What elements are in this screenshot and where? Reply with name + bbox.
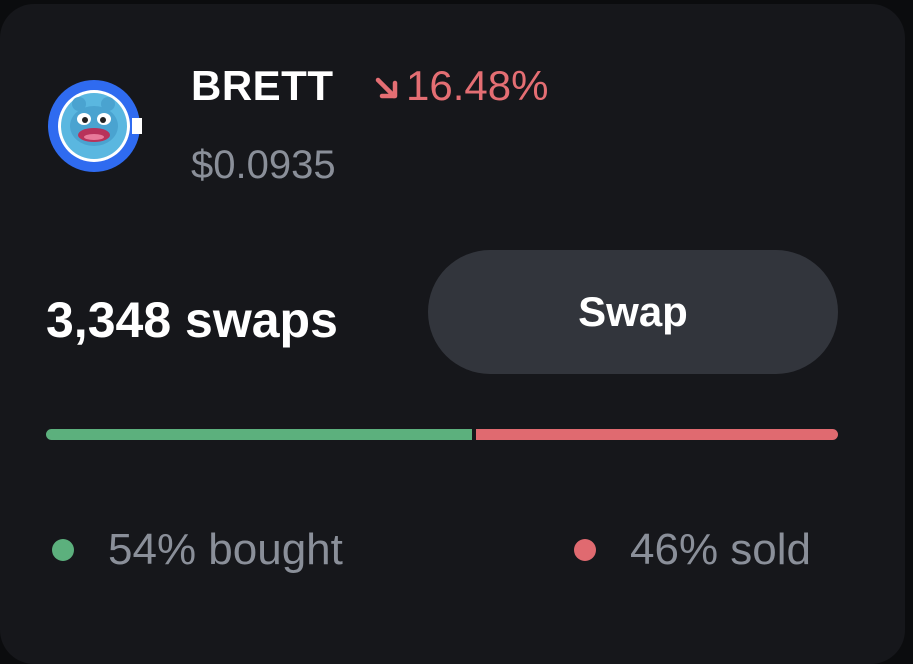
token-price: $0.0935: [191, 143, 336, 187]
arrow-down-right-icon: [375, 77, 398, 99]
price-change-value: 16.48%: [406, 62, 549, 109]
bought-label: 54% bought: [108, 525, 343, 574]
swaps-count: 3,348 swaps: [46, 292, 338, 348]
red-dot-icon: [574, 539, 596, 561]
legend-sold: 46% sold: [574, 524, 811, 576]
token-card: BRETT 16.48% $0.0935 3,348 swaps Swap 54…: [0, 4, 905, 664]
green-dot-icon: [52, 539, 74, 561]
buy-sell-ratio-bar: [46, 429, 838, 440]
sold-bar-segment: [476, 429, 838, 440]
price-change: 16.48%: [372, 62, 548, 110]
swap-button[interactable]: Swap: [428, 250, 838, 374]
token-name: BRETT: [191, 62, 334, 109]
legend-bought: 54% bought: [52, 524, 343, 576]
sold-label: 46% sold: [630, 525, 812, 574]
bought-bar-segment: [46, 429, 472, 440]
brett-avatar-icon: [46, 78, 142, 174]
